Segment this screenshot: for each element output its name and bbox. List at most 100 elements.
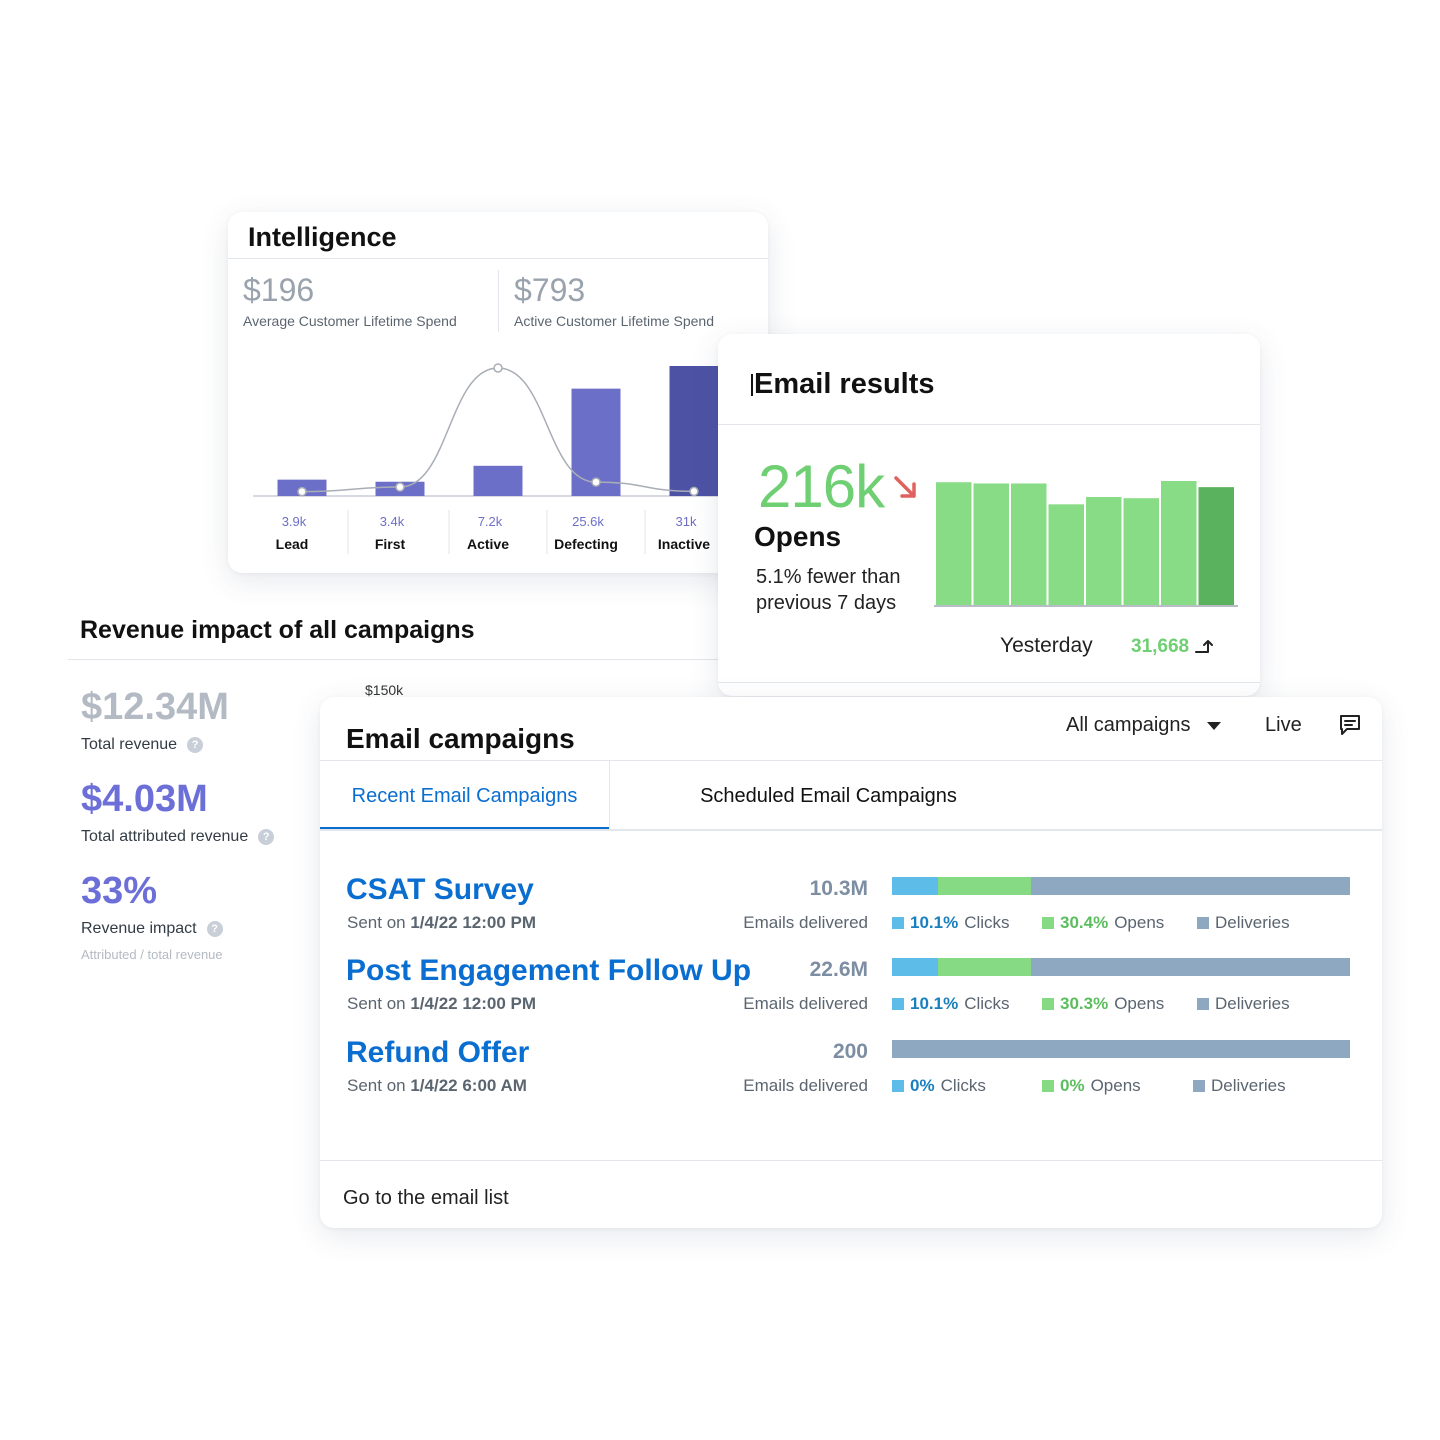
opens-day-bar [973,483,1009,605]
campaign-sent: Sent on 1/4/22 12:00 PM [347,994,536,1014]
campaign-name[interactable]: CSAT Survey [346,873,534,906]
clicks-percent: 10.1% [910,994,959,1013]
revenue-axis-label: $150k [365,682,404,698]
campaign-name[interactable]: Post Engagement Follow Up [346,954,752,987]
opens-total: 216k [758,452,920,521]
clicks-percent: 10.1% [910,913,959,932]
clicks-swatch [892,998,904,1010]
campaign-filter-dropdown[interactable]: All campaigns [1066,714,1221,737]
delivered-label: Emails delivered [743,913,868,932]
delivered-count: 22.6M [809,958,868,981]
campaign-row: Post Engagement Follow Up Sent on 1/4/22 … [320,954,1382,1034]
divider [498,270,499,332]
revenue-impact-label: Revenue impact ? [81,920,223,938]
kpi-active-spend: $793 Active Customer Lifetime Spend [514,272,714,329]
distribution-point [591,477,601,487]
label-text: Total attributed revenue [81,828,249,845]
total-revenue-metric: $12.34M Total revenue ? [81,688,229,754]
bar-value-label: 7.2k [478,514,503,529]
opens-segment [938,877,1032,895]
opens-percent: 30.3% [1060,994,1109,1013]
delivered-count: 10.3M [809,877,868,900]
help-icon[interactable]: ? [187,737,204,753]
category-label: Defecting [554,536,618,552]
opens-swatch [1042,1080,1054,1092]
deliveries-segment [1031,877,1350,895]
clicks-word: Clicks [964,913,1010,932]
distribution-point [297,486,307,497]
divider [320,829,1382,831]
tab-recent-campaigns[interactable]: Recent Email Campaigns [320,761,610,831]
deliveries-swatch [1193,1080,1205,1092]
sent-prefix: Sent on [347,994,406,1013]
opens-day-bar [1123,498,1159,605]
divider [68,659,728,660]
label-text: Total revenue [81,736,178,753]
revenue-title: Revenue impact of all campaigns [80,616,475,644]
campaign-sent: Sent on 1/4/22 6:00 AM [347,1076,527,1096]
opens-day-bar [1198,487,1234,605]
opens-legend: 30.3% Opens [1042,994,1164,1014]
clicks-swatch [892,917,904,929]
bar-value-label: 25.6k [572,514,604,529]
deliveries-word: Deliveries [1215,994,1290,1013]
go-to-email-list-link[interactable]: Go to the email list [343,1187,509,1209]
distribution-point [689,486,699,497]
clicks-segment [892,877,939,895]
clicks-percent: 0% [910,1076,935,1095]
category-label: First [375,536,406,552]
deliveries-word: Deliveries [1211,1076,1286,1095]
total-revenue-label: Total revenue ? [81,736,229,754]
opens-day-bar [1161,481,1197,605]
kpi-label: Active Customer Lifetime Spend [514,313,714,329]
delivered-label: Emails delivered [743,994,868,1013]
clicks-legend: 10.1% Clicks [892,994,1010,1014]
clicks-legend: 10.1% Clicks [892,913,1010,933]
category-label: Active [467,536,509,552]
help-icon[interactable]: ? [258,829,275,845]
engagement-bar [892,958,1350,976]
email-results-title: Email results [751,368,935,400]
campaign-name[interactable]: Refund Offer [346,1036,530,1069]
caret-down-icon [1206,721,1221,730]
campaign-filter-label: All campaigns [1066,714,1191,736]
intelligence-card: Intelligence $196 Average Customer Lifet… [228,212,768,573]
deliveries-swatch [1197,917,1209,929]
distribution-point [493,363,503,373]
label-text: Revenue impact [81,920,197,937]
kpi-average-spend: $196 Average Customer Lifetime Spend [243,272,457,329]
deliveries-legend: Deliveries [1197,913,1290,933]
opens-total-value: 216k [758,453,885,520]
opens-day-bar [1048,504,1084,605]
opens-day-bar [1011,483,1047,605]
opens-legend: 30.4% Opens [1042,913,1164,933]
tab-scheduled-campaigns[interactable]: Scheduled Email Campaigns [700,784,957,807]
opens-word: Opens [1114,913,1165,932]
campaign-sent: Sent on 1/4/22 12:00 PM [347,913,536,933]
opens-swatch [1042,917,1054,929]
revenue-impact-value: 33% [81,870,158,912]
divider [228,258,768,259]
opens-percent: 0% [1060,1076,1085,1095]
clicks-swatch [892,1080,904,1092]
opens-daily-chart [934,481,1238,607]
campaign-row: CSAT Survey Sent on 1/4/22 12:00 PM 10.3M E… [320,873,1382,953]
yesterday-label: Yesterday [1000,634,1093,657]
bar-active [473,465,523,496]
bar-inactive [669,366,719,496]
comment-icon[interactable] [1338,713,1362,737]
email-campaigns-card: Email campaigns All campaigns Live Recen… [320,697,1382,1228]
live-toggle[interactable]: Live [1265,714,1302,736]
deliveries-segment [892,1040,1350,1058]
yesterday-number: 31,668 [1131,636,1190,657]
total-revenue-value: $12.34M [81,686,229,728]
delivered-label: Emails delivered [743,1076,868,1095]
email-results-card: Email results 216k Opens 5.1% fewer than… [718,334,1260,696]
help-icon[interactable]: ? [206,921,223,937]
bar-value-label: 3.9k [282,514,307,529]
deliveries-word: Deliveries [1215,913,1290,932]
divider [718,424,1260,425]
deliveries-legend: Deliveries [1197,994,1290,1014]
opens-comparison: 5.1% fewer than previous 7 days [756,566,901,614]
lifecycle-chart: 3.9k Lead 3.4k First 7.2k Active 25.6k Defectin… [253,363,768,554]
